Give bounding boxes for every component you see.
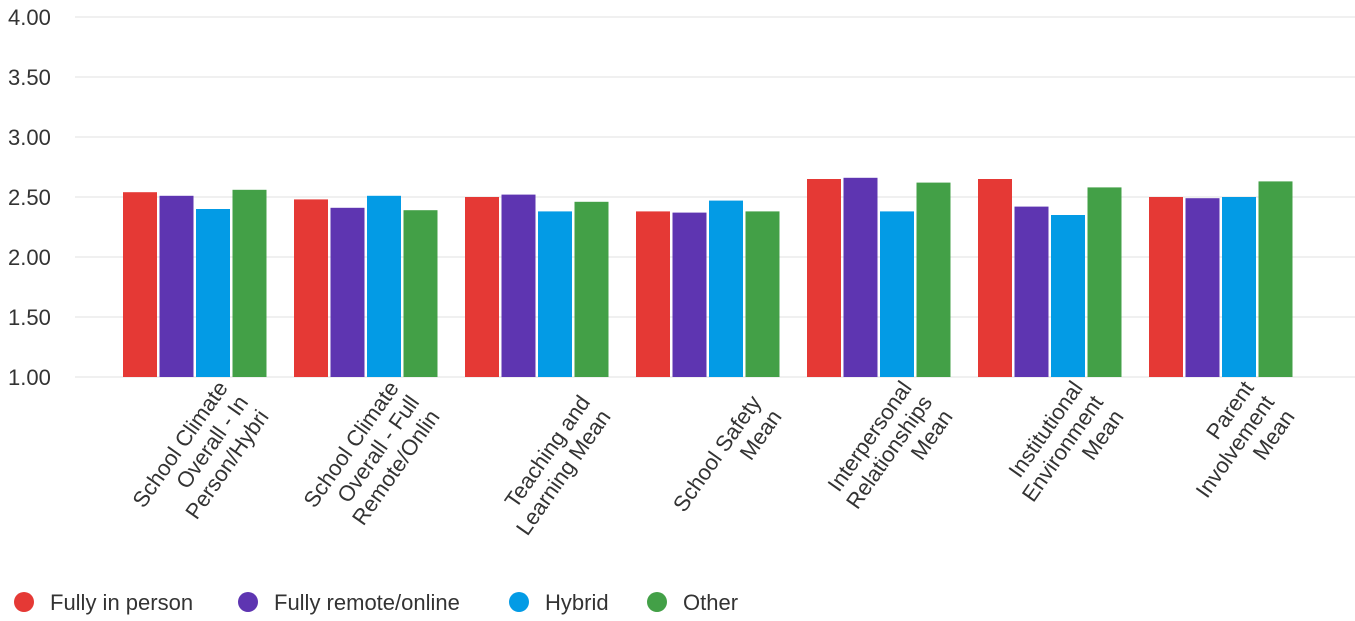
- bar-fully-in-person-6: [978, 179, 1012, 377]
- bar-fully-in-person-4: [636, 211, 670, 377]
- y-tick-label: 1.00: [8, 365, 51, 390]
- bar-other-7: [1258, 181, 1293, 377]
- bar-fully-remote-online-1: [159, 195, 194, 377]
- bar-other-4: [745, 211, 780, 377]
- bars: [123, 177, 1293, 377]
- bar-other-5: [916, 182, 951, 377]
- bar-fully-remote-online-3: [501, 194, 536, 377]
- bar-fully-in-person-1: [123, 192, 157, 377]
- y-tick-label: 2.50: [8, 185, 51, 210]
- legend-marker: [647, 592, 667, 612]
- legend-label: Fully remote/online: [274, 590, 460, 615]
- legend-label: Fully in person: [50, 590, 193, 615]
- bar-hybrid-6: [1051, 215, 1085, 377]
- bar-fully-in-person-3: [465, 197, 499, 377]
- bar-hybrid-4: [709, 200, 743, 377]
- legend-label: Other: [683, 590, 738, 615]
- y-axis-tick-labels: 1.00 1.50 2.00 2.50 3.00 3.50 4.00: [8, 5, 51, 390]
- y-tick-label: 3.00: [8, 125, 51, 150]
- bar-hybrid-3: [538, 211, 572, 377]
- y-tick-label: 1.50: [8, 305, 51, 330]
- legend-marker: [14, 592, 34, 612]
- bar-hybrid-1: [196, 209, 230, 377]
- bar-other-1: [232, 189, 267, 377]
- legend-marker: [238, 592, 258, 612]
- bar-fully-remote-online-5: [843, 177, 878, 377]
- bar-fully-remote-online-2: [330, 207, 365, 377]
- bar-fully-remote-online-4: [672, 212, 707, 377]
- y-tick-label: 3.50: [8, 65, 51, 90]
- bar-other-2: [403, 210, 438, 377]
- bar-hybrid-7: [1222, 197, 1256, 377]
- bar-fully-in-person-2: [294, 199, 328, 377]
- y-tick-label: 2.00: [8, 245, 51, 270]
- legend-label: Hybrid: [545, 590, 609, 615]
- bar-fully-remote-online-6: [1014, 206, 1049, 377]
- legend: Fully in person Fully remote/online Hybrid…: [14, 590, 738, 615]
- bar-other-6: [1087, 187, 1122, 377]
- y-tick-label: 4.00: [8, 5, 51, 30]
- bar-other-3: [574, 201, 609, 377]
- bar-hybrid-5: [880, 211, 914, 377]
- legend-marker: [509, 592, 529, 612]
- bar-fully-in-person-7: [1149, 197, 1183, 377]
- bar-fully-in-person-5: [807, 179, 841, 377]
- bar-hybrid-2: [367, 195, 401, 377]
- bar-fully-remote-online-7: [1185, 198, 1220, 377]
